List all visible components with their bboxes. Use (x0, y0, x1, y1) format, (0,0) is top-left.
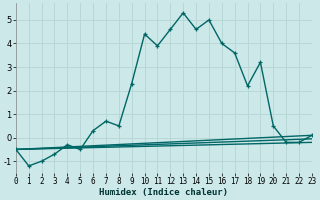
X-axis label: Humidex (Indice chaleur): Humidex (Indice chaleur) (100, 188, 228, 197)
